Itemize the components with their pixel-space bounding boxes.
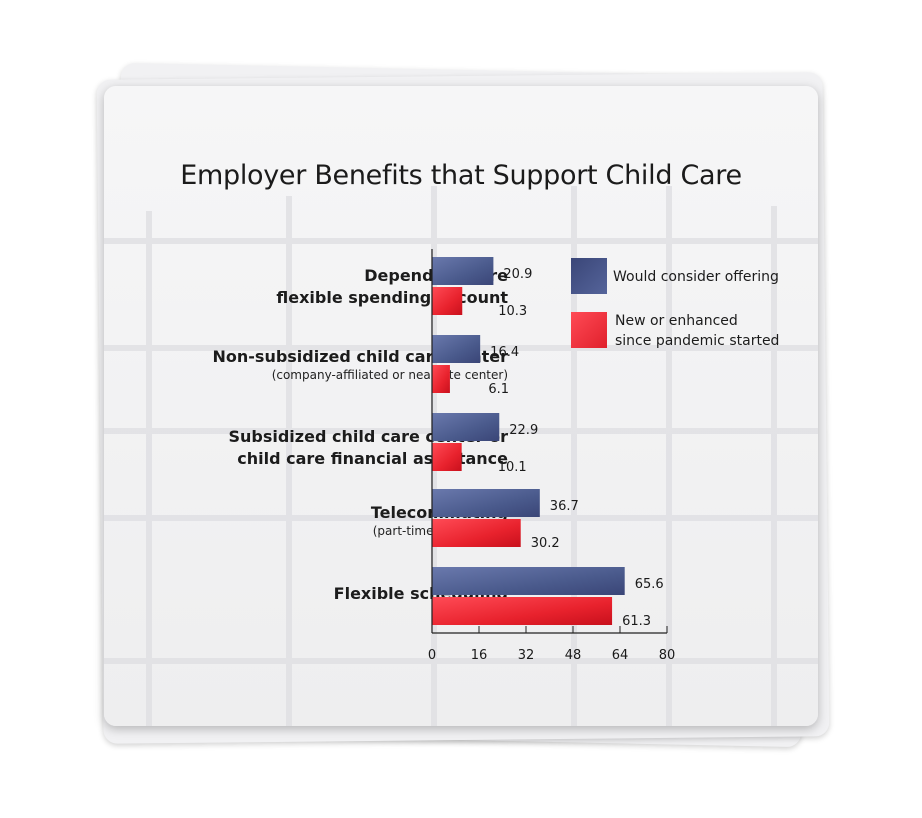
bar-new-or-enhanced-2 (432, 443, 462, 471)
value-label: 30.2 (531, 536, 560, 551)
x-tick-label: 64 (612, 648, 629, 663)
x-tick-label: 16 (471, 648, 488, 663)
value-label: 36.7 (550, 499, 579, 514)
value-label: 65.6 (635, 577, 664, 592)
bar-would-consider-1 (432, 335, 481, 363)
x-tick-label: 80 (659, 648, 676, 663)
value-label: 10.1 (498, 460, 527, 475)
legend-swatch-would-consider (571, 258, 607, 294)
bar-would-consider-4 (432, 567, 625, 595)
legend-label-new-or-enhanced: New or enhanced since pandemic started (615, 311, 779, 351)
bar-new-or-enhanced-4 (432, 597, 613, 625)
value-label: 22.9 (509, 423, 538, 438)
legend-swatch-new-or-enhanced (571, 312, 607, 348)
value-label: 10.3 (498, 304, 527, 319)
bar-new-or-enhanced-0 (432, 287, 463, 315)
bar-new-or-enhanced-3 (432, 519, 521, 547)
bar-would-consider-2 (432, 413, 500, 441)
value-label: 61.3 (622, 614, 651, 629)
legend-label-line: since pandemic started (615, 333, 780, 349)
bar-would-consider-0 (432, 257, 494, 285)
legend-label-would-consider: Would consider offering (613, 269, 779, 285)
legend-label-line: New or enhanced (615, 313, 738, 329)
chart-title: Employer Benefits that Support Child Car… (180, 160, 742, 191)
x-tick-label: 48 (565, 648, 582, 663)
x-tick-label: 0 (428, 648, 436, 663)
value-label: 16.4 (490, 345, 519, 360)
x-tick-label: 32 (518, 648, 535, 663)
bar-would-consider-3 (432, 489, 540, 517)
bar-new-or-enhanced-1 (432, 365, 450, 393)
value-label: 6.1 (488, 382, 509, 397)
value-label: 20.9 (503, 267, 532, 282)
